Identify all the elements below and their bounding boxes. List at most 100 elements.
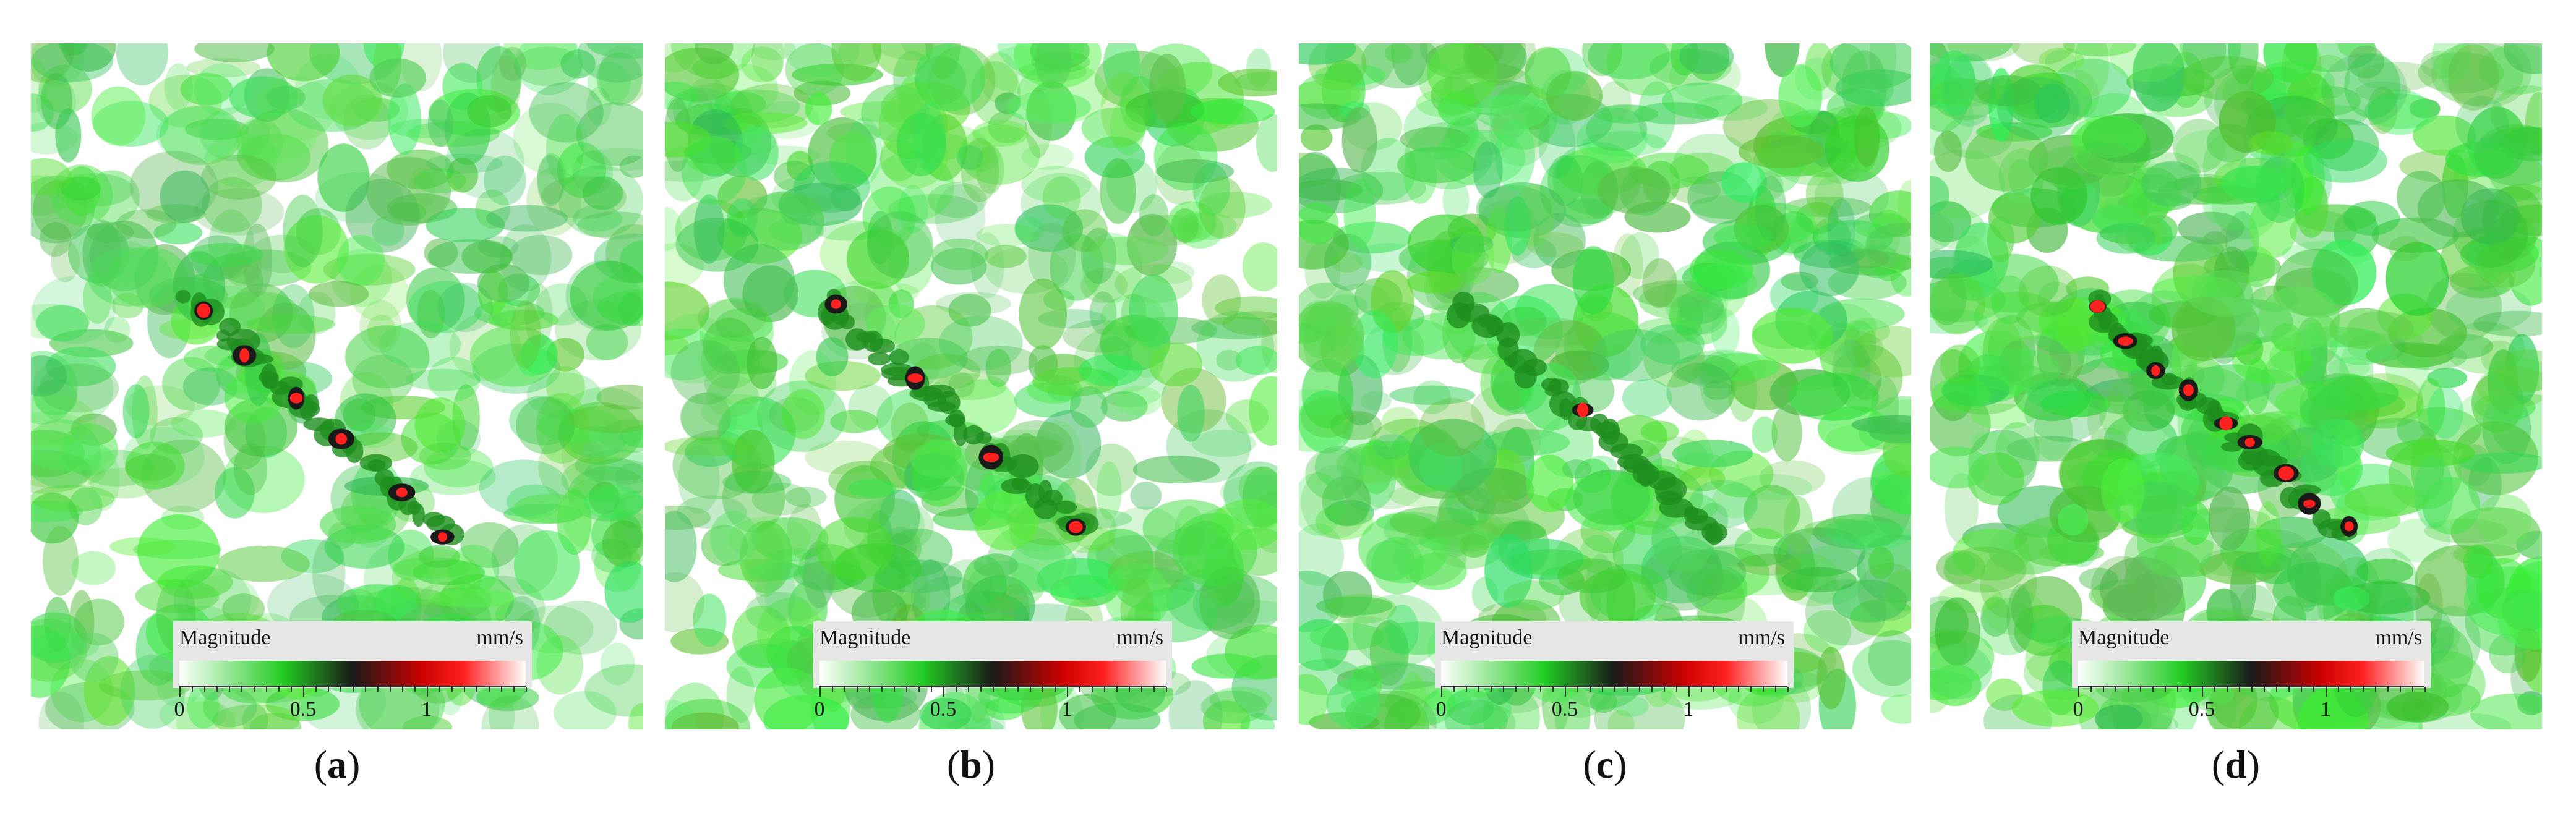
texture-blob bbox=[902, 43, 936, 56]
texture-blob bbox=[671, 712, 739, 729]
texture-blob bbox=[309, 281, 369, 307]
texture-blob bbox=[731, 430, 775, 493]
texture-blob bbox=[416, 581, 492, 619]
texture-blob bbox=[1634, 102, 1719, 125]
crack-band-blob bbox=[2221, 441, 2243, 452]
texture-blob bbox=[572, 205, 623, 232]
texture-blob bbox=[1326, 678, 1380, 729]
colorbar-tick bbox=[1676, 687, 1677, 692]
texture-blob bbox=[602, 520, 643, 567]
texture-blob bbox=[665, 334, 689, 355]
texture-blob bbox=[2452, 200, 2528, 268]
colorbar-tick bbox=[427, 687, 428, 697]
texture-blob bbox=[1660, 681, 1742, 710]
texture-blob bbox=[1080, 268, 1128, 304]
colorbar-tick bbox=[1590, 687, 1591, 692]
texture-blob bbox=[2476, 493, 2532, 546]
texture-blob bbox=[2321, 53, 2408, 126]
texture-blob bbox=[1150, 261, 1195, 284]
texture-blob bbox=[320, 505, 396, 544]
texture-blob bbox=[2431, 43, 2471, 84]
texture-blob bbox=[1301, 359, 1354, 428]
texture-blob bbox=[1177, 385, 1205, 442]
texture-blob bbox=[1538, 111, 1576, 179]
texture-blob bbox=[1209, 687, 1272, 713]
texture-blob bbox=[2039, 48, 2084, 73]
texture-blob bbox=[2481, 340, 2518, 375]
texture-blob bbox=[1397, 147, 1477, 184]
texture-blob bbox=[546, 114, 584, 185]
colorbar-tick bbox=[2288, 687, 2290, 692]
colorbar-tick bbox=[1738, 687, 1739, 692]
texture-blob bbox=[984, 245, 1027, 268]
texture-blob bbox=[1108, 506, 1181, 561]
colorbar-axis bbox=[2078, 686, 2426, 698]
texture-blob bbox=[489, 693, 515, 729]
texture-blob bbox=[2501, 589, 2542, 631]
crack-band-blob bbox=[868, 352, 891, 366]
texture-blob bbox=[678, 445, 720, 514]
texture-blob bbox=[475, 189, 510, 229]
texture-blob bbox=[681, 136, 747, 205]
texture-blob bbox=[1240, 713, 1275, 729]
texture-blob bbox=[1155, 143, 1206, 205]
texture-blob bbox=[2458, 452, 2542, 474]
texture-blob bbox=[1672, 440, 1753, 468]
texture-blob bbox=[1100, 158, 1136, 224]
hotspot-core bbox=[2183, 384, 2194, 396]
hotspot-core bbox=[2219, 416, 2233, 431]
texture-blob bbox=[815, 219, 880, 241]
texture-blob bbox=[928, 182, 987, 218]
crack-band-blob bbox=[1006, 454, 1039, 478]
texture-blob bbox=[1698, 543, 1791, 567]
colorbar-tick bbox=[1478, 687, 1479, 692]
texture-blob bbox=[584, 459, 643, 485]
texture-blob bbox=[604, 561, 643, 623]
texture-blob bbox=[665, 243, 704, 288]
texture-blob bbox=[509, 234, 573, 276]
texture-blob bbox=[959, 140, 1000, 172]
texture-blob bbox=[1971, 403, 2035, 430]
texture-blob bbox=[1933, 50, 1976, 116]
tick-label-1: 1 bbox=[2320, 698, 2331, 721]
texture-blob bbox=[1897, 179, 1911, 229]
colorbar-tick bbox=[476, 687, 477, 692]
crack-band-blob bbox=[1033, 498, 1058, 520]
texture-blob bbox=[1022, 143, 1074, 170]
colorbar-tick bbox=[881, 687, 883, 692]
colorbar-tick bbox=[1614, 687, 1615, 692]
texture-blob bbox=[1299, 202, 1338, 245]
colorbar-tick bbox=[2214, 687, 2215, 692]
texture-blob bbox=[83, 655, 135, 726]
texture-blob bbox=[2063, 43, 2136, 57]
texture-blob bbox=[98, 670, 192, 701]
texture-blob bbox=[680, 393, 732, 441]
texture-blob bbox=[1035, 410, 1102, 479]
texture-blob bbox=[1675, 300, 1728, 345]
texture-blob bbox=[159, 696, 227, 729]
texture-blob bbox=[180, 73, 233, 106]
texture-blob bbox=[1773, 527, 1866, 577]
texture-blob bbox=[2445, 285, 2532, 332]
colorbar-tick bbox=[968, 687, 969, 692]
texture-blob bbox=[706, 375, 759, 417]
texture-blob bbox=[1256, 114, 1277, 172]
texture-blob bbox=[31, 175, 71, 216]
texture-blob bbox=[109, 537, 175, 556]
hotspot-core bbox=[239, 348, 250, 363]
crack-band-blob bbox=[839, 315, 855, 329]
texture-blob bbox=[1606, 43, 1692, 96]
texture-blob bbox=[2431, 43, 2524, 106]
hotspot-core bbox=[2090, 300, 2105, 313]
texture-blob bbox=[43, 525, 79, 596]
texture-blob bbox=[1427, 43, 1499, 105]
colorbar-tick bbox=[1042, 687, 1043, 692]
texture-blob bbox=[160, 170, 210, 223]
texture-blob bbox=[1525, 48, 1589, 97]
texture-blob bbox=[1734, 527, 1788, 567]
texture-blob bbox=[1997, 77, 2079, 140]
texture-blob bbox=[665, 281, 709, 341]
texture-blob bbox=[1419, 398, 1485, 457]
colorbar-tick bbox=[980, 687, 982, 692]
texture-blob bbox=[951, 379, 1017, 435]
